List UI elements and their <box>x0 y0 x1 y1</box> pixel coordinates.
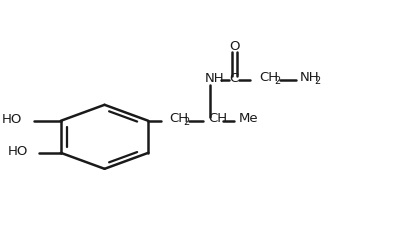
Text: 2: 2 <box>274 76 280 86</box>
Text: HO: HO <box>7 145 28 158</box>
Text: 2: 2 <box>315 76 321 86</box>
Text: NH: NH <box>205 72 225 85</box>
Text: CH: CH <box>259 71 278 84</box>
Text: 2: 2 <box>184 117 190 127</box>
Text: CH: CH <box>208 112 227 125</box>
Text: O: O <box>229 40 240 54</box>
Text: NH: NH <box>300 71 319 84</box>
Text: HO: HO <box>2 113 22 126</box>
Text: CH: CH <box>169 112 188 125</box>
Text: Me: Me <box>239 112 259 125</box>
Text: C: C <box>230 72 239 85</box>
